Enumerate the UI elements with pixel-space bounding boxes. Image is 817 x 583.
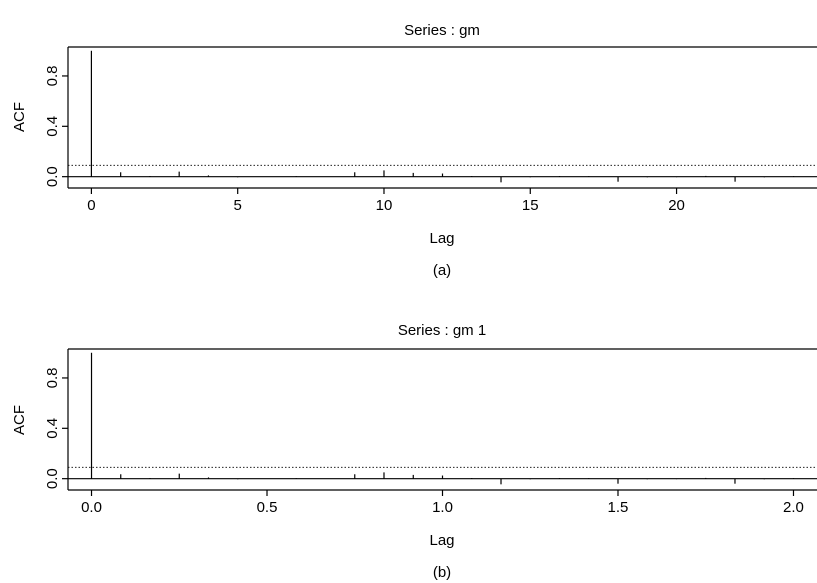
acf-panel-b: Series : gm 1 ACF Lag (b) 0.0 0.5 1.0 1.5 2.… bbox=[11, 322, 817, 581]
y-axis-label: ACF bbox=[11, 102, 28, 132]
y-tick-label: 0.8 bbox=[44, 66, 61, 87]
y-tick-label: 0.8 bbox=[44, 368, 61, 389]
x-tick-label: 0.5 bbox=[257, 499, 278, 516]
panel-caption: (b) bbox=[433, 564, 451, 581]
x-tick-label: 1.5 bbox=[608, 499, 629, 516]
x-tick-label: 5 bbox=[234, 197, 242, 214]
chart-marks: 0.0 0.5 1.0 1.5 2.0 0.0 0.4 0.8 bbox=[44, 352, 817, 516]
chart-title: Series : gm 1 bbox=[398, 322, 486, 339]
y-tick-label: 0.4 bbox=[44, 418, 61, 439]
chart-title: Series : gm bbox=[404, 22, 480, 39]
x-tick-label: 20 bbox=[668, 197, 685, 214]
x-axis-label: Lag bbox=[429, 230, 454, 247]
x-tick-label: 2.0 bbox=[783, 499, 804, 516]
panel-caption: (a) bbox=[433, 262, 451, 279]
y-tick-label: 0.0 bbox=[44, 166, 61, 187]
y-axis-label: ACF bbox=[11, 405, 28, 435]
acf-panel-a: Series : gm ACF Lag (a) 0 5 10 15 20 0.0 0.4 0.… bbox=[11, 22, 817, 279]
x-tick-label: 1.0 bbox=[432, 499, 453, 516]
x-tick-label: 10 bbox=[376, 197, 393, 214]
y-tick-label: 0.4 bbox=[44, 116, 61, 137]
y-tick-label: 0.0 bbox=[44, 468, 61, 489]
x-axis-label: Lag bbox=[429, 532, 454, 549]
x-tick-label: 0.0 bbox=[81, 499, 102, 516]
x-tick-label: 15 bbox=[522, 197, 539, 214]
x-tick-label: 0 bbox=[87, 197, 95, 214]
chart-marks: 0 5 10 15 20 0.0 0.4 0.8 bbox=[44, 50, 817, 214]
